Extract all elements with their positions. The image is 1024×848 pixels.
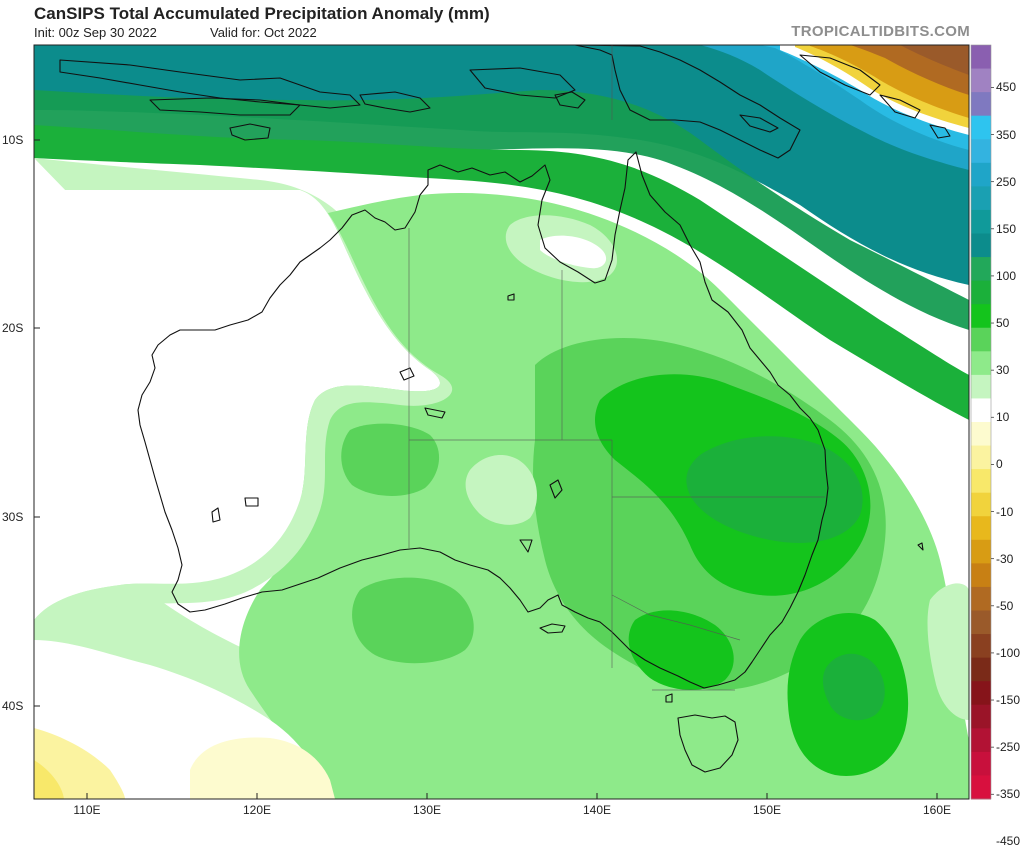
colorbar-swatch: [971, 139, 991, 164]
lon-label-110e: 110E: [73, 803, 101, 817]
colorbar-swatch: [971, 469, 991, 494]
white-west: [34, 190, 440, 620]
green-dark-core: [686, 436, 863, 543]
colorbar-swatch: [971, 563, 991, 588]
colorbar-label: 350: [996, 127, 1017, 142]
australia-coast: [137, 151, 829, 689]
lon-label-120e: 120E: [242, 803, 272, 817]
lon-label-160e: 160E: [922, 803, 952, 817]
colorbar-label: 250: [996, 174, 1017, 189]
colorbar-swatch: [971, 398, 991, 423]
colorbar-swatch: [971, 586, 991, 611]
lat-label-10s: 10S: [2, 133, 24, 147]
colorbar-swatch: [971, 209, 991, 234]
lon-label-140e: 140E: [582, 803, 612, 817]
map-title: CanSIPS Total Accumulated Precipitation …: [34, 4, 490, 23]
map-field: [34, 45, 969, 799]
colorbar-label: 450: [996, 80, 1017, 95]
tasman-core: [822, 653, 885, 721]
colorbar-swatch: [971, 115, 991, 140]
colorbar-swatch: [971, 751, 991, 776]
colorbar-label: -30: [996, 551, 1014, 566]
colorbar-label: -10: [996, 504, 1014, 519]
colorbar-label: 0: [996, 457, 1003, 472]
colorbar-swatch: [971, 516, 991, 541]
map-frame: [33, 44, 970, 800]
colorbar-swatch: [971, 186, 991, 211]
lat-label-20s: 20S: [2, 321, 24, 335]
colorbar-swatch: [971, 492, 991, 517]
green-band: [34, 125, 969, 420]
colorbar-swatch: [971, 681, 991, 706]
colorbar-swatch: [971, 351, 991, 376]
colorbar-swatch: [971, 162, 991, 187]
colorbar-swatch: [971, 704, 991, 729]
brand-watermark[interactable]: TROPICALTIDBITS.COM: [791, 23, 970, 40]
colorbar-swatch: [971, 775, 991, 800]
colorbar-swatch: [971, 610, 991, 635]
lat-ticks: [34, 139, 40, 707]
lon-label-130e: 130E: [412, 803, 442, 817]
lon-label-150e: 150E: [752, 803, 782, 817]
colorbar-swatch: [971, 728, 991, 753]
darkgreen-band: [34, 90, 969, 330]
colorbar-swatch: [971, 304, 991, 329]
green-blob-west: [341, 423, 440, 496]
lat-label-40s: 40S: [2, 699, 24, 713]
coastlines: [59, 45, 951, 773]
tasman-light: [927, 583, 969, 720]
colorbar-label: 50: [996, 316, 1010, 330]
colorbar-frame: [970, 44, 992, 800]
colorbar-label: 150: [996, 221, 1017, 236]
colorbar-label: 100: [996, 268, 1017, 283]
colorbar-swatch: [971, 422, 991, 447]
colorbar-label: -250: [996, 740, 1021, 755]
tasmania-coast: [677, 714, 739, 773]
yellow-south: [190, 737, 335, 799]
colorbar-swatch: [971, 327, 991, 352]
lightgreen-west: [34, 158, 600, 799]
colorbar: [970, 44, 994, 800]
yellow-sw: [34, 728, 125, 799]
anomaly-map: [33, 44, 994, 800]
colorbar-swatch: [971, 257, 991, 282]
green-blob-south: [352, 577, 474, 664]
colorbar-swatch: [971, 280, 991, 305]
colorbar-label: -350: [996, 787, 1021, 802]
colorbar-swatch: [971, 657, 991, 682]
colorbar-swatch: [971, 45, 991, 70]
colorbar-label: -150: [996, 693, 1021, 707]
colorbar-swatch: [971, 68, 991, 93]
colorbar-swatch: [971, 539, 991, 564]
colorbar-label: -50: [996, 598, 1014, 613]
valid-time: Valid for: Oct 2022: [210, 25, 317, 40]
colorbar-label: -100: [996, 645, 1021, 660]
colorbar-label: -450: [996, 834, 1021, 848]
state-borders: [408, 45, 825, 691]
png-coast: [574, 45, 801, 159]
colorbar-swatch: [971, 634, 991, 659]
central-light: [465, 454, 537, 525]
init-time: Init: 00z Sep 30 2022: [34, 25, 157, 40]
colorbar-label: 30: [996, 363, 1010, 378]
lat-label-30s: 30S: [2, 510, 24, 524]
colorbar-swatch: [971, 92, 991, 117]
colorbar-swatch: [971, 374, 991, 399]
colorbar-swatch: [971, 445, 991, 470]
colorbar-swatch: [971, 233, 991, 258]
colorbar-label: 10: [996, 410, 1010, 425]
lon-ticks: [86, 793, 938, 799]
